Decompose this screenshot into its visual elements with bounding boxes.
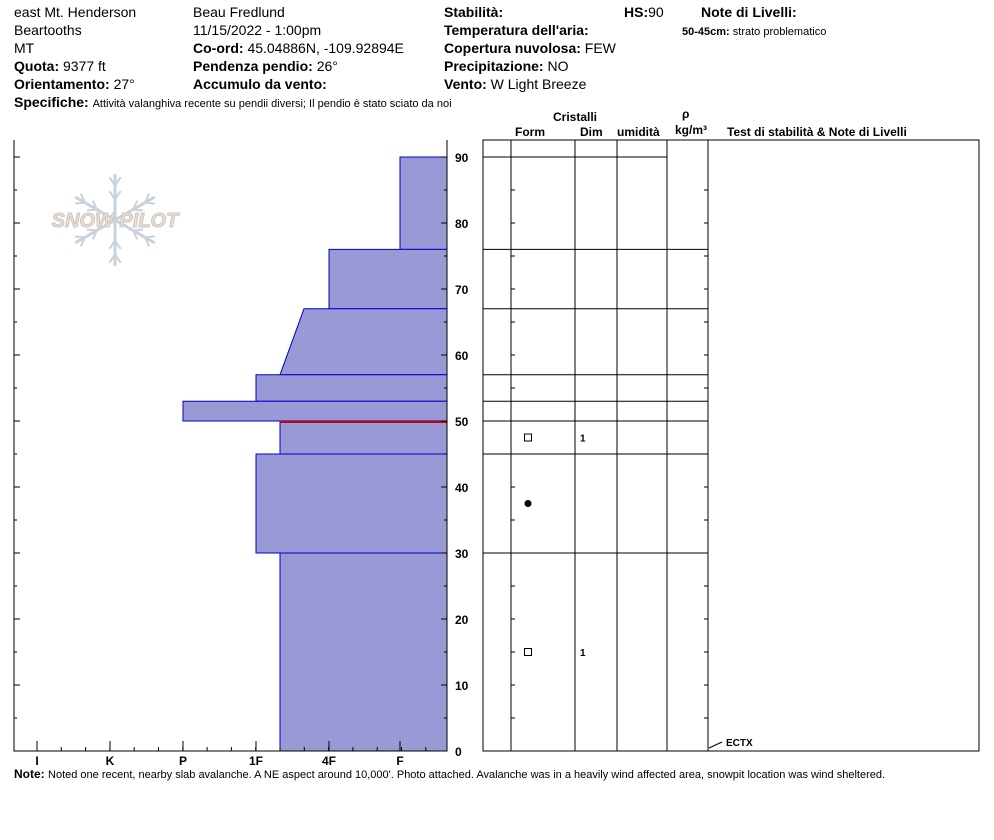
snowflake-icon: [114, 218, 156, 245]
snowflake-icon: [108, 176, 116, 187]
hardness-layer: [399, 156, 448, 250]
depth-label: 50: [455, 415, 469, 429]
depth-label: 20: [455, 613, 469, 627]
snowflake-icon: [79, 193, 87, 204]
faceted-grain-icon: [524, 433, 532, 442]
hardness-layer: [182, 400, 448, 422]
moisture-header: umidità: [617, 125, 660, 139]
depth-label: 0: [455, 745, 462, 759]
wind-loading: Accumulo da vento:: [193, 76, 327, 92]
test-arrow-icon: [708, 741, 723, 749]
faceted-grain-icon: [524, 648, 532, 656]
snowflake-icon: [79, 236, 87, 247]
depth-label: 30: [455, 547, 469, 561]
snowflake-icon: [91, 229, 98, 240]
sky-cover: Copertura nuvolosa: FEW: [444, 40, 616, 56]
tests-header: Test di stabilità & Note di Livelli: [727, 125, 907, 139]
snow-height: HS:90: [624, 4, 664, 20]
hardness-label: I: [35, 754, 38, 768]
hardness-label: P: [179, 754, 187, 768]
grain-size: 1: [580, 434, 586, 445]
snowflake-icon: [132, 228, 143, 232]
hardness-layer: [279, 308, 448, 376]
aspect: Orientamento: 27°: [14, 76, 135, 92]
range: Beartooths: [14, 22, 82, 38]
hardness-label: F: [396, 754, 403, 768]
snowflake-icon: [75, 201, 86, 205]
snowflake-icon: [108, 190, 116, 200]
form-header: Form: [515, 125, 545, 139]
grain-size: 1: [580, 648, 586, 659]
layer-note: 50-45cm: strato problematico: [682, 26, 827, 38]
snowflake-icon: [143, 236, 151, 247]
snowflake-icon: [114, 240, 122, 250]
location: east Mt. Henderson: [14, 4, 137, 20]
depth-label: 70: [455, 283, 469, 297]
snowflake-icon: [114, 195, 156, 222]
hardness-label: 1F: [249, 754, 263, 768]
snowflake-icon: [144, 201, 155, 205]
snowflake-icon: [143, 193, 151, 204]
stability: Stabilità:: [444, 4, 504, 20]
density-header: kg/m³: [675, 123, 708, 137]
observer: Beau Fredlund: [193, 4, 285, 20]
snowflake-icon: [132, 229, 139, 240]
depth-label: 40: [455, 481, 469, 495]
hardness-layer: [255, 374, 448, 402]
hardness-label: 4F: [322, 754, 336, 768]
depth-label: 10: [455, 679, 469, 693]
precipitation: Precipitazione: NO: [444, 58, 569, 74]
depth-label: 90: [455, 151, 469, 165]
layer-table: [482, 139, 980, 752]
snowflake-icon: [87, 208, 98, 212]
hardness-layer: [255, 453, 448, 554]
wind: Vento: W Light Breeze: [444, 76, 587, 92]
elevation: Quota: 9377 ft: [14, 58, 106, 74]
hardness-layer: [279, 420, 448, 455]
rounded-grain-icon: [524, 500, 532, 507]
slope-angle: Pendenza pendio: 26°: [193, 58, 338, 74]
rho-header: ρ: [682, 107, 690, 121]
snowflake-icon: [114, 176, 122, 187]
snowflake-icon: [87, 228, 98, 232]
snowflake-icon: [91, 200, 98, 211]
depth-label: 60: [455, 349, 469, 363]
specifics: Specifiche: Attività valanghiva recente …: [14, 94, 452, 110]
snowflake-icon: [108, 253, 116, 264]
air-temperature: Temperatura dell'aria:: [444, 22, 589, 38]
layer-notes-title: Note di Livelli:: [701, 4, 797, 20]
depth-label: 80: [455, 217, 469, 231]
snowflake-icon: [114, 253, 122, 264]
coordinates: Co-ord: 45.04886N, -109.92894E: [193, 40, 404, 56]
hardness-label: K: [106, 754, 115, 768]
snow-pilot-logo: SNOW PILOT: [52, 210, 180, 232]
state: MT: [14, 40, 35, 56]
crystals-header: Cristalli: [553, 110, 598, 124]
hardness-layer: [328, 248, 448, 310]
snowflake-icon: [75, 235, 86, 239]
snowflake-icon: [144, 235, 155, 239]
snowflake-icon: [74, 218, 116, 245]
datetime: 11/15/2022 - 1:00pm: [193, 22, 322, 38]
size-header: Dim: [580, 125, 603, 139]
snowflake-icon: [108, 240, 116, 250]
snowflake-icon: [132, 200, 139, 211]
snowflake-icon: [114, 190, 122, 200]
snowflake-icon: [74, 195, 116, 222]
stability-test-result: ECTX: [726, 738, 753, 749]
snowflake-icon: [132, 208, 143, 212]
graph-frame: [13, 140, 448, 752]
note: Note: Noted one recent, nearby slab aval…: [14, 767, 886, 781]
hardness-layer: [279, 552, 448, 752]
